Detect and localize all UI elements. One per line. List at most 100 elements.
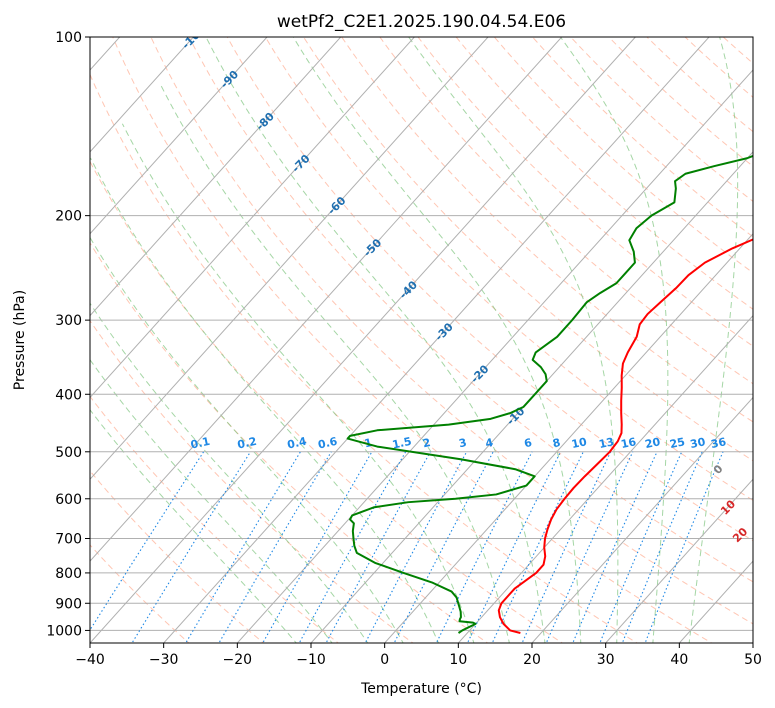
mixing-ratio-line [466, 451, 562, 643]
moist-adiabat-line [90, 157, 440, 643]
mixing-ratio-line [364, 451, 468, 643]
isotherm-gridline [90, 37, 489, 481]
mixing-ratio-line [90, 451, 205, 632]
x-tick-label: −20 [223, 652, 253, 668]
x-tick-label: 30 [597, 652, 615, 668]
grid-lines [0, 24, 753, 646]
mixing-ratio-label: 25 [669, 435, 687, 451]
moist-adiabat-line [90, 236, 404, 643]
mixing-ratio-label: 4 [484, 436, 495, 450]
dry-adiabat-line [226, 37, 753, 542]
x-tick-label: −10 [296, 652, 326, 668]
mixing-ratio-line [545, 451, 634, 643]
mixing-ratio-line [393, 451, 494, 643]
x-axis: −40 −30 −20 −10 0 10 20 30 40 50 [75, 643, 762, 668]
mixing-ratio-line [185, 451, 301, 643]
dry-adiabat-line [90, 395, 340, 643]
mixing-ratio-label: 1.5 [391, 435, 413, 452]
mixing-ratio-line [131, 451, 251, 643]
dry-adiabat-line [90, 73, 638, 643]
dewpoint-profile-line [346, 154, 753, 634]
mixing-ratio-label: 0.2 [236, 435, 258, 452]
y-tick-label: 1000 [46, 623, 82, 639]
moist-adiabat-line [688, 37, 739, 643]
mixing-ratio-label: 2 [422, 436, 432, 450]
mixing-ratio-label: 8 [551, 436, 561, 450]
dry-adiabat-line [608, 37, 753, 167]
moist-adiabat-line [90, 302, 369, 643]
isotherm-gridline [531, 396, 753, 643]
mixing-ratio-label: 0.6 [317, 435, 339, 452]
dry-adiabat-line [746, 24, 775, 646]
isotherm-gridline [383, 232, 753, 643]
dry-adiabat-line [341, 37, 753, 423]
dry-adiabat-line [493, 37, 753, 274]
mixing-ratio-label: 36 [710, 435, 728, 451]
mixing-ratio-line [298, 451, 407, 643]
dry-adiabat-line [646, 37, 753, 133]
mixing-ratio-label: 6 [523, 436, 534, 450]
isotherm-gridline [457, 314, 753, 643]
isotherm-gridline [752, 642, 753, 643]
mixing-ratio-line [435, 451, 533, 643]
dry-adiabat-line [90, 544, 190, 643]
mixing-ratio-label: 30 [689, 435, 707, 451]
y-tick-label: 200 [55, 209, 82, 225]
mixing-ratio-label: 3 [458, 436, 468, 450]
isotherm-gridline [0, 24, 58, 646]
mixing-ratio-label: 0.1 [189, 435, 211, 452]
moist-adiabat-label: 20 [730, 525, 750, 545]
mixing-ratio-line [621, 451, 703, 643]
x-tick-label: 40 [670, 652, 688, 668]
mixing-ratio-label: 10 [570, 435, 588, 451]
mixing-ratio-label: 0.4 [286, 435, 308, 452]
y-tick-label: 800 [55, 566, 82, 582]
mixing-ratio-label: 16 [620, 435, 638, 451]
isotherm-gridline [90, 37, 563, 562]
x-axis-label: Temperature (°C) [360, 681, 482, 697]
moist-adiabat-line [90, 408, 297, 643]
y-axis-label: Pressure (hPa) [12, 290, 28, 390]
mixing-ratio-line [644, 451, 724, 643]
x-tick-label: 0 [380, 652, 389, 668]
y-tick-label: 700 [55, 532, 82, 548]
isotherm-gridline [678, 560, 753, 643]
mixing-ratio-line [491, 451, 584, 643]
mixing-ratio-line [572, 451, 658, 643]
moist-adiabat-label: 30 [753, 556, 773, 576]
y-tick-label: 100 [55, 30, 82, 46]
dry-adiabat-line [722, 37, 753, 64]
moist-adiabat-line [559, 37, 669, 643]
isotherm-gridline [162, 37, 710, 643]
mixing-ratio-label: 20 [644, 435, 662, 451]
y-tick-label: 400 [55, 387, 82, 403]
dry-adiabat-line [112, 37, 713, 643]
dry-adiabat-line [379, 37, 753, 385]
dry-adiabat-line [264, 37, 753, 501]
isotherm-gridline [236, 69, 753, 643]
y-tick-label: 900 [55, 596, 82, 612]
series-layer [346, 154, 753, 634]
isotherm-gridline [90, 37, 195, 153]
dry-adiabat-line [90, 160, 564, 643]
y-tick-label: 600 [55, 492, 82, 508]
moist-adiabat-line [90, 358, 333, 643]
temperature-profile-line [497, 238, 753, 634]
mixing-ratio-line [521, 451, 612, 643]
x-tick-label: 10 [449, 652, 467, 668]
mixing-ratio-lines [90, 451, 724, 643]
isotherm-gridline [90, 37, 268, 235]
y-tick-label: 500 [55, 445, 82, 461]
x-tick-label: −40 [75, 652, 105, 668]
dry-adiabat-line [188, 37, 753, 583]
chart-title: wetPf2_C2E1.2025.190.04.54.E06 [277, 12, 566, 32]
isotherm-gridline [90, 37, 342, 317]
plot-frame [89, 36, 754, 644]
isotherm-gridline [310, 151, 753, 643]
mixing-ratio-label: 13 [598, 435, 616, 451]
dry-adiabat-line [90, 470, 265, 643]
isotherm-gridline [90, 37, 637, 643]
mixing-ratio-line [218, 451, 332, 643]
x-tick-label: 50 [744, 652, 762, 668]
